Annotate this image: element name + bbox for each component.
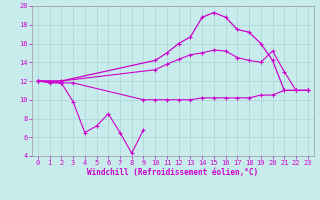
X-axis label: Windchill (Refroidissement éolien,°C): Windchill (Refroidissement éolien,°C) xyxy=(87,168,258,177)
